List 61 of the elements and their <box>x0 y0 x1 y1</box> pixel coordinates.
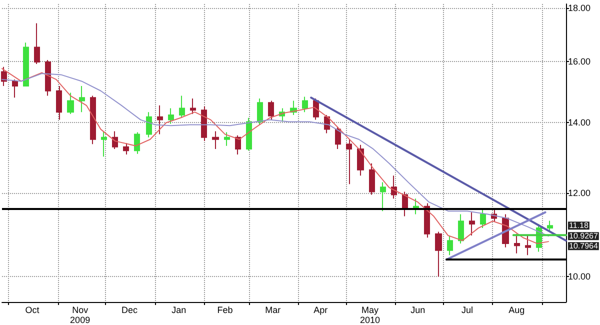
candlestick <box>335 126 341 150</box>
candlestick <box>201 106 207 142</box>
candlestick <box>458 214 464 244</box>
annotation: 10.9267 <box>569 232 598 241</box>
candlestick <box>268 100 274 120</box>
candlestick <box>235 134 241 156</box>
candlestick <box>224 132 230 146</box>
candlestick <box>246 117 252 152</box>
candlestick <box>134 132 140 154</box>
x-tick-label: Mar <box>265 305 281 315</box>
candlestick <box>525 235 531 256</box>
candlestick <box>1 66 7 87</box>
candlestick <box>67 92 74 114</box>
x-tick-label: May 2010 <box>360 305 380 325</box>
candlestick <box>34 22 40 64</box>
annotation: 11.18 <box>569 221 589 230</box>
candlestick <box>435 231 442 278</box>
candlestick <box>402 191 408 217</box>
y-tick-label: 16.00 <box>568 56 591 67</box>
y-tick-label: 18.00 <box>568 2 591 13</box>
candlestick <box>447 235 453 256</box>
candlestick <box>79 86 85 113</box>
candlestick <box>168 108 174 124</box>
candlestick <box>469 212 475 236</box>
candlestick <box>123 142 129 156</box>
candlestick <box>257 98 263 126</box>
candlestick <box>302 96 308 113</box>
candlestick <box>413 198 419 215</box>
x-tick-label: Jan <box>172 305 186 315</box>
candlestick <box>391 175 397 200</box>
candlestick <box>146 112 152 138</box>
annotation: 10.7964 <box>569 242 598 251</box>
candlestick <box>357 144 364 176</box>
candlestick <box>380 182 386 212</box>
x-tick-label: Dec <box>121 305 138 315</box>
candlestick <box>45 59 51 96</box>
x-tick-label: Jul <box>461 305 473 315</box>
y-tick-label: 14.00 <box>568 118 591 128</box>
x-tick-label: Aug <box>508 305 525 315</box>
candlestick <box>190 98 196 114</box>
candlestick <box>369 162 375 196</box>
x-tick-label: Oct <box>25 305 40 315</box>
candlestick <box>12 78 18 98</box>
candlestick <box>424 202 430 238</box>
y-tick-label: 12.00 <box>568 188 591 198</box>
candlestick <box>90 95 96 145</box>
candlestick <box>514 233 520 254</box>
candlestick <box>480 207 486 229</box>
candlestick <box>179 95 185 118</box>
candlestick <box>157 104 163 135</box>
candlestick <box>212 130 219 150</box>
x-tick-label: Nov 2009 <box>70 305 90 325</box>
x-tick-label: Apr <box>314 305 328 315</box>
candlestick <box>346 138 352 185</box>
x-tick-label: Jun <box>410 305 426 315</box>
x-tick-label: Feb <box>217 305 233 315</box>
candlestick <box>23 42 29 87</box>
y-tick-label: 10.00 <box>568 272 591 282</box>
candlestick <box>56 86 62 120</box>
candlestick <box>547 220 553 232</box>
candlestick <box>101 130 107 158</box>
